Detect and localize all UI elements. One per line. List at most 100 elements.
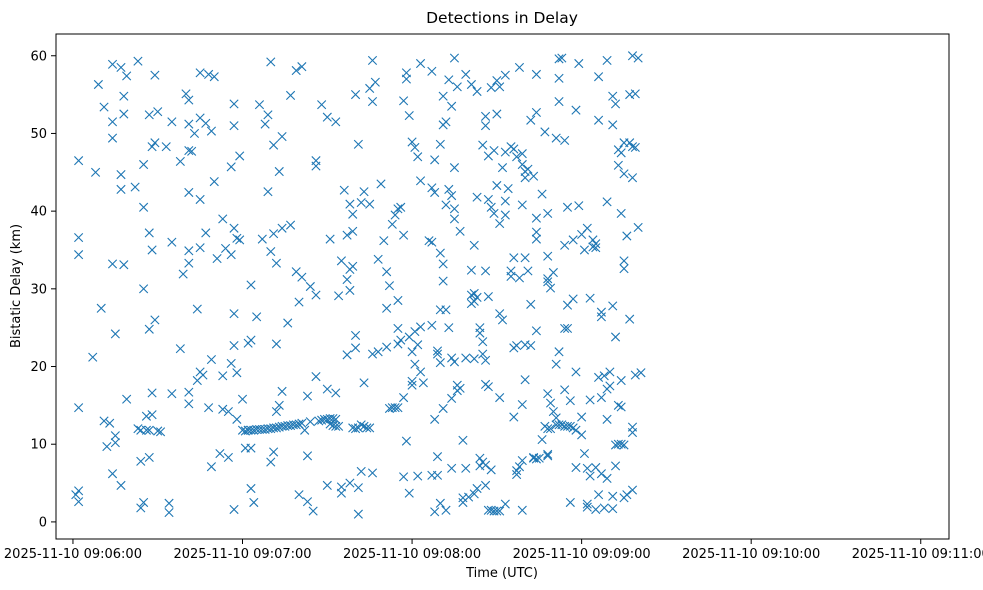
data-point xyxy=(348,261,358,271)
data-point xyxy=(608,301,618,311)
data-point xyxy=(147,388,157,398)
data-point xyxy=(322,480,332,490)
data-point xyxy=(370,77,380,87)
data-point xyxy=(596,307,606,317)
data-point xyxy=(206,126,217,136)
y-axis: 0 10 20 30 40 50 60 xyxy=(30,49,56,530)
data-point xyxy=(630,89,640,99)
data-point xyxy=(435,498,445,508)
data-point xyxy=(399,230,409,240)
data-point xyxy=(627,427,638,438)
data-point xyxy=(133,56,143,66)
data-point xyxy=(74,486,84,496)
data-point xyxy=(153,426,163,436)
data-point xyxy=(534,453,544,463)
data-point xyxy=(523,164,533,174)
plot-marks xyxy=(71,51,646,519)
data-point xyxy=(206,462,217,472)
data-point xyxy=(297,272,307,282)
data-point xyxy=(302,451,313,461)
y-tick-label: 10 xyxy=(30,438,47,453)
data-point xyxy=(554,54,564,64)
data-point xyxy=(447,101,457,111)
data-point xyxy=(633,53,643,63)
data-point xyxy=(610,332,621,342)
data-point xyxy=(616,375,626,386)
data-point xyxy=(582,223,592,233)
data-point xyxy=(585,293,595,303)
data-point xyxy=(605,381,615,391)
data-point xyxy=(164,507,174,518)
data-point xyxy=(204,69,214,79)
data-point xyxy=(336,256,347,266)
data-point xyxy=(430,155,440,165)
data-point xyxy=(610,99,621,109)
data-point xyxy=(325,234,335,244)
data-point xyxy=(334,291,344,301)
data-point xyxy=(480,121,491,131)
data-point xyxy=(500,499,510,509)
data-point xyxy=(339,185,349,195)
data-point xyxy=(582,463,592,473)
data-point xyxy=(367,97,378,107)
data-point xyxy=(483,382,493,392)
data-point xyxy=(478,349,488,359)
data-point xyxy=(119,260,129,270)
data-point xyxy=(189,128,200,139)
data-point xyxy=(215,448,225,459)
data-point xyxy=(415,176,426,186)
data-point xyxy=(599,503,609,513)
data-point xyxy=(514,462,525,472)
data-point xyxy=(415,367,426,377)
data-point xyxy=(410,359,420,369)
data-point xyxy=(246,443,256,453)
data-point xyxy=(543,251,553,261)
data-point xyxy=(229,99,239,109)
data-point xyxy=(593,115,604,125)
data-point xyxy=(596,312,606,322)
data-point xyxy=(367,468,378,478)
data-point xyxy=(314,416,324,426)
data-point xyxy=(469,288,479,299)
data-point xyxy=(495,309,505,319)
data-point xyxy=(150,70,160,80)
data-point xyxy=(413,152,423,162)
data-point xyxy=(480,355,491,365)
data-point xyxy=(367,55,378,66)
data-point xyxy=(602,473,612,483)
data-point xyxy=(608,120,618,130)
y-tick-label: 50 xyxy=(30,127,47,142)
data-point xyxy=(596,469,606,479)
data-point xyxy=(322,384,332,394)
data-point xyxy=(627,485,638,495)
data-point xyxy=(342,230,352,240)
data-point xyxy=(554,420,564,430)
data-point xyxy=(464,492,474,502)
data-point xyxy=(557,420,567,430)
data-point xyxy=(136,456,146,466)
data-point xyxy=(161,142,171,152)
data-point xyxy=(229,121,239,131)
data-point xyxy=(435,248,445,258)
data-point xyxy=(449,53,460,63)
data-point xyxy=(144,452,154,463)
data-point xyxy=(184,387,194,397)
data-point xyxy=(305,281,315,292)
data-point xyxy=(514,273,525,283)
data-point xyxy=(139,284,149,294)
data-point xyxy=(619,169,629,179)
data-point xyxy=(266,57,276,67)
plot-frame xyxy=(55,33,950,540)
data-point xyxy=(302,497,313,507)
data-point xyxy=(399,96,409,106)
data-point xyxy=(150,138,160,148)
data-point xyxy=(444,75,454,85)
data-point xyxy=(362,423,372,433)
data-point xyxy=(517,400,527,410)
data-point xyxy=(512,340,522,351)
y-tick-label: 20 xyxy=(30,360,47,375)
data-point xyxy=(246,335,256,345)
data-point xyxy=(613,400,623,410)
data-point xyxy=(548,267,558,278)
